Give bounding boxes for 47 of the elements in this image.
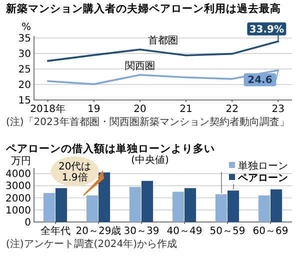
y-tick-label: 4000 (6, 169, 31, 180)
bar (43, 192, 55, 222)
bar (98, 172, 110, 222)
y-tick-label: 20 (18, 80, 31, 91)
bar (142, 180, 154, 222)
bar (270, 189, 282, 222)
bar (184, 188, 196, 222)
y-tick-label: 1000 (6, 205, 31, 216)
chart-title: ペアローンの借入額は単独ローンより多い (5, 142, 215, 155)
x-tick-label: 60～69 (252, 226, 288, 237)
y-axis-title: 万円 (11, 156, 31, 167)
x-tick-label: 20～29歳 (76, 225, 122, 237)
y-tick-label: 15 (18, 96, 31, 106)
x-tick-label: 全年代 (40, 225, 70, 237)
bar (172, 192, 184, 222)
x-tick-label: 19 (88, 104, 100, 115)
legend-label: 単独ローン (238, 160, 288, 172)
y-tick-label: 3000 (6, 181, 31, 192)
data-label: 33.9% (249, 24, 284, 36)
text: (注)「2023年首都圏・関西圏新築マンション契約者動向調査」 (6, 116, 290, 128)
y-tick-label: 0 (24, 218, 31, 228)
bar (258, 195, 270, 222)
data-label: 24.6 (248, 75, 272, 86)
x-tick-label: 2018年 (30, 103, 66, 115)
x-tick-label: 22 (226, 104, 238, 115)
x-tick-label: 23 (272, 104, 285, 115)
y-tick-label: 2000 (6, 193, 31, 204)
bar (56, 188, 68, 222)
bar (129, 186, 141, 222)
chart-subtitle: (中央値) (131, 154, 169, 166)
x-tick-label: 30～39 (124, 226, 160, 237)
x-tick-label: 20 (134, 104, 146, 115)
bar (215, 194, 227, 222)
chart-title: 新築マンション購入者の夫婦ペアローン利用は過去最高 (5, 2, 281, 15)
annotation: 20代は1.9倍 (58, 161, 92, 184)
text: (注)アンケート調査(2024年)から作成 (6, 238, 178, 250)
bar (228, 190, 240, 222)
series-label: 首都圏 (148, 34, 178, 46)
y-tick-label: 35 (18, 34, 31, 44)
legend-label: ペアローン (237, 173, 288, 184)
x-tick-label: 40～49 (166, 226, 202, 237)
y-tick-label: 30 (18, 49, 31, 60)
x-tick-label: 50～59 (210, 226, 246, 237)
x-tick-label: 21 (180, 104, 192, 115)
y-tick-label: 25 (18, 64, 31, 76)
series-label: 関西圏 (124, 60, 155, 72)
y-axis-title: % (21, 22, 31, 33)
